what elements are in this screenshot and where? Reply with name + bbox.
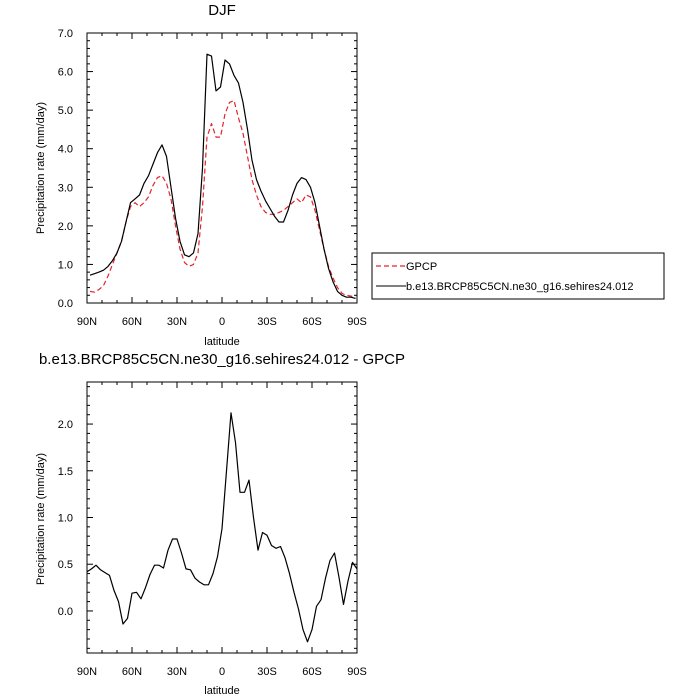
top-y-tick-label: 7.0 [58,28,73,40]
bottom-x-tick-label: 60N [122,666,142,678]
top-chart-y-axis-label: Precipitation rate (mm/day) [35,102,47,234]
top-series-line-0 [89,99,356,298]
top-y-tick-label: 0.0 [58,298,73,310]
bottom-x-tick-label: 60S [302,666,322,678]
top-x-tick-label: 90N [77,316,97,328]
bottom-series-line-0 [86,412,358,643]
top-x-tick-label: 60S [302,316,322,328]
legend-label-gpcp: GPCP [406,261,437,273]
top-y-tick-label: 3.0 [58,182,73,194]
bottom-y-tick-label: 1.0 [58,513,73,525]
top-chart-x-axis-label: latitude [204,336,239,348]
top-y-tick-label: 5.0 [58,105,73,117]
bottom-chart-y-axis-label: Precipitation rate (mm/day) [35,453,47,585]
top-series-line-1 [89,53,356,299]
top-y-tick-label: 4.0 [58,144,73,156]
top-y-tick-label: 6.0 [58,67,73,79]
top-x-tick-label: 30S [257,316,277,328]
bottom-chart-x-axis-label: latitude [204,685,239,697]
bottom-chart-title: b.e13.BRCP85C5CN.ne30_g16.sehires24.012 … [39,351,405,368]
bottom-y-tick-label: 0.5 [58,559,73,571]
bottom-plot-frame [86,381,358,654]
bottom-x-tick-label: 90S [347,666,367,678]
bottom-y-tick-label: 1.5 [58,466,73,478]
bottom-x-tick-label: 30S [257,666,277,678]
top-plot-frame [86,32,358,304]
top-x-tick-label: 30N [167,316,187,328]
top-x-tick-label: 0 [219,316,225,328]
top-chart-title: DJF [208,2,236,19]
top-chart: DJF Precipitation rate (mm/day) latitude… [35,2,665,348]
bottom-y-tick-label: 0.0 [58,606,73,618]
top-y-tick-label: 1.0 [58,259,73,271]
top-y-tick-label: 2.0 [58,221,73,233]
bottom-x-tick-label: 0 [219,666,225,678]
bottom-y-tick-label: 2.0 [58,419,73,431]
legend-label-model: b.e13.BRCP85C5CN.ne30_g16.sehires24.012 [406,281,634,293]
top-x-tick-label: 90S [347,316,367,328]
bottom-x-tick-label: 90N [77,666,97,678]
top-x-tick-label: 60N [122,316,142,328]
bottom-chart: b.e13.BRCP85C5CN.ne30_g16.sehires24.012 … [35,351,405,697]
top-chart-legend: GPCP b.e13.BRCP85C5CN.ne30_g16.sehires24… [371,252,665,300]
legend-box [371,252,665,300]
bottom-x-tick-label: 30N [167,666,187,678]
